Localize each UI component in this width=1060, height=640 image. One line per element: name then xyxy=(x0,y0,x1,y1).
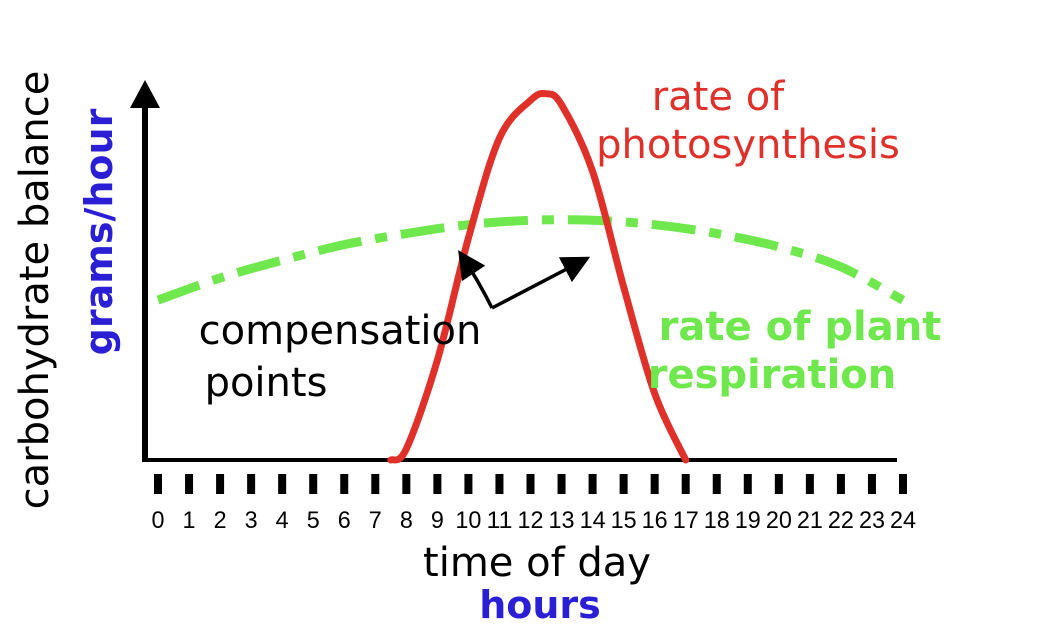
x-tick-label-13: 13 xyxy=(549,507,575,534)
x-tick-label-11: 11 xyxy=(486,507,512,534)
x-tick-label-7: 7 xyxy=(369,507,382,534)
x-tick-label-3: 3 xyxy=(245,507,258,534)
x-tick-10 xyxy=(464,474,473,494)
x-tick-23 xyxy=(867,474,876,494)
x-tick-label-20: 20 xyxy=(766,507,792,534)
respiration-label-line1: rate of plant xyxy=(659,304,942,350)
x-tick-7 xyxy=(371,474,380,494)
x-tick-8 xyxy=(402,474,411,494)
x-tick-label-21: 21 xyxy=(797,507,823,534)
x-axis-ticks xyxy=(154,474,907,494)
x-tick-label-19: 19 xyxy=(735,507,761,534)
x-axis-units: hours xyxy=(479,583,601,627)
x-tick-label-24: 24 xyxy=(890,507,916,534)
x-tick-20 xyxy=(774,474,783,494)
x-tick-12 xyxy=(526,474,535,494)
compensation-label-line2: points xyxy=(205,360,328,406)
x-tick-0 xyxy=(154,474,162,494)
x-tick-label-15: 15 xyxy=(611,507,637,534)
photosynthesis-label-line1: rate of xyxy=(652,74,785,120)
compensation-arrow-right xyxy=(491,256,591,310)
x-tick-13 xyxy=(557,474,566,494)
x-tick-11 xyxy=(495,474,504,494)
x-tick-18 xyxy=(712,474,721,494)
x-tick-label-10: 10 xyxy=(455,507,481,534)
x-tick-label-8: 8 xyxy=(400,507,413,534)
x-tick-6 xyxy=(340,474,349,494)
x-axis-tick-labels: 0 1 2 3 4 5 6 7 8 9 10 11 12 13 14 15 16 17 18 19 20 21 22 23 24 xyxy=(152,507,917,534)
x-tick-5 xyxy=(309,474,318,494)
x-tick-17 xyxy=(681,474,690,494)
x-tick-16 xyxy=(650,474,659,494)
x-tick-label-6: 6 xyxy=(338,507,351,534)
x-tick-label-17: 17 xyxy=(673,507,699,534)
x-tick-label-12: 12 xyxy=(518,507,544,534)
x-tick-14 xyxy=(588,474,597,494)
x-axis-label: time of day xyxy=(423,540,651,586)
x-tick-label-2: 2 xyxy=(214,507,227,534)
x-tick-label-22: 22 xyxy=(828,507,854,534)
y-axis-arrowhead xyxy=(130,80,160,108)
x-tick-24 xyxy=(899,474,907,494)
x-tick-22 xyxy=(836,474,845,494)
x-tick-label-23: 23 xyxy=(859,507,885,534)
photosynthesis-label-line2: photosynthesis xyxy=(596,122,900,168)
compensation-label-line1: compensation xyxy=(199,308,482,354)
x-tick-label-0: 0 xyxy=(152,507,165,534)
x-tick-15 xyxy=(619,474,628,494)
x-tick-19 xyxy=(743,474,752,494)
x-tick-label-1: 1 xyxy=(183,507,196,534)
x-tick-label-16: 16 xyxy=(642,507,668,534)
x-tick-label-4: 4 xyxy=(276,507,289,534)
x-tick-label-5: 5 xyxy=(307,507,320,534)
x-tick-21 xyxy=(805,474,814,494)
y-axis-units: grams/hour xyxy=(77,108,121,355)
x-tick-4 xyxy=(278,474,287,494)
x-tick-label-18: 18 xyxy=(704,507,730,534)
compensation-arrows xyxy=(458,250,591,310)
x-tick-1 xyxy=(185,474,194,494)
x-tick-2 xyxy=(216,474,225,494)
respiration-label-line2: respiration xyxy=(648,352,897,398)
x-tick-label-9: 9 xyxy=(431,507,444,534)
photosynthesis-curve xyxy=(387,89,690,464)
axes xyxy=(130,80,897,462)
x-tick-label-14: 14 xyxy=(580,507,606,534)
x-tick-9 xyxy=(433,474,442,494)
y-axis-label: carbohydrate balance xyxy=(12,71,58,510)
x-tick-3 xyxy=(247,474,256,494)
compensation-arrow-left xyxy=(458,250,494,309)
